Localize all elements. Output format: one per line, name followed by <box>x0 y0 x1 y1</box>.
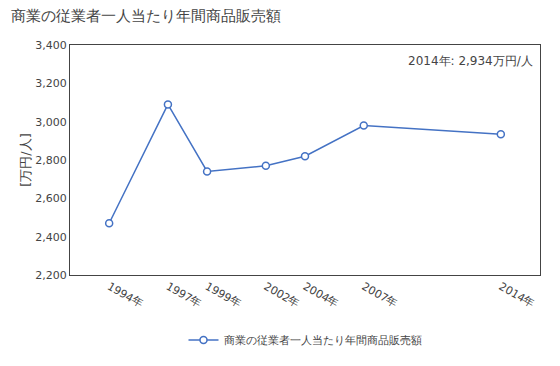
svg-text:2,800: 2,800 <box>35 154 67 167</box>
svg-text:2004年: 2004年 <box>301 280 341 311</box>
svg-text:2,200: 2,200 <box>35 269 67 282</box>
svg-text:商業の従業者一人当たり年間商品販売額: 商業の従業者一人当たり年間商品販売額 <box>11 7 281 25</box>
svg-text:3,200: 3,200 <box>35 77 67 90</box>
svg-text:1997年: 1997年 <box>164 280 204 311</box>
svg-text:3,000: 3,000 <box>35 116 67 129</box>
svg-text:1999年: 1999年 <box>203 280 243 311</box>
svg-text:1994年: 1994年 <box>105 280 145 311</box>
svg-text:2014年: 2,934万円/人: 2014年: 2,934万円/人 <box>408 54 533 68</box>
svg-text:2002年: 2002年 <box>262 280 302 311</box>
svg-text:3,400: 3,400 <box>35 39 67 52</box>
svg-text:2014年: 2014年 <box>497 280 537 311</box>
svg-text:2007年: 2007年 <box>360 280 400 311</box>
svg-text:2,600: 2,600 <box>35 192 67 205</box>
svg-text:商業の従業者一人当たり年間商品販売額: 商業の従業者一人当たり年間商品販売額 <box>224 334 422 347</box>
svg-text:[万円/人]: [万円/人] <box>18 133 33 187</box>
svg-text:2,400: 2,400 <box>35 231 67 244</box>
